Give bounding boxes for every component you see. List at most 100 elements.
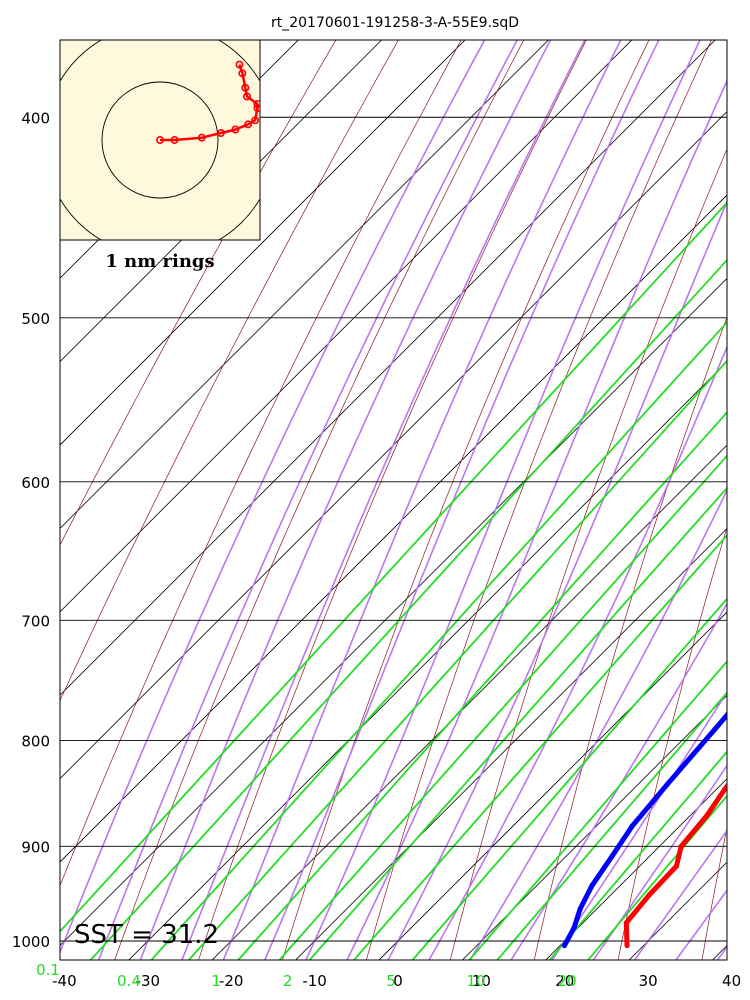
temperature-tick-label: -20 <box>219 972 244 990</box>
sst-annotation: SST = 31.2 <box>74 920 219 950</box>
pressure-tick-label: 500 <box>21 310 50 328</box>
mixing-ratio-tick-label: 2 <box>283 972 293 990</box>
profile-point <box>704 813 710 819</box>
dry-adiabat-line <box>198 40 587 960</box>
mixing-ratio-line <box>150 320 727 960</box>
moist-adiabat-line <box>181 40 586 960</box>
moist-adiabat-line <box>469 488 727 960</box>
moist-adiabat-line <box>60 40 486 955</box>
moist-adiabat-line <box>222 40 622 960</box>
dry-adiabat-line <box>449 148 727 960</box>
moist-adiabat-line <box>510 602 727 960</box>
isotherm-line <box>211 444 727 960</box>
mixing-ratio-line <box>468 660 727 960</box>
hodograph-point <box>253 104 260 113</box>
hodograph-point <box>241 83 250 92</box>
moist-adiabat-line <box>263 40 660 960</box>
hodograph-point <box>244 120 253 129</box>
dry-adiabat-line <box>366 40 712 960</box>
mixing-ratio-tick-label: 0.1 <box>36 961 60 979</box>
isotherm-line <box>128 361 727 960</box>
hodograph-point <box>243 92 252 101</box>
mixing-ratio-tick-label: 0.4 <box>117 972 141 990</box>
profile-1 <box>561 692 747 949</box>
pressure-tick-label: 400 <box>21 109 50 127</box>
temperature-tick-label: 0 <box>393 972 403 990</box>
profile-point <box>624 942 630 949</box>
moist-adiabat-line <box>387 199 727 960</box>
mixing-ratio-tick-label: 1 <box>211 972 221 990</box>
mixing-ratio-line <box>586 794 727 960</box>
pressure-tick-label: 800 <box>21 732 50 750</box>
profile-point <box>678 843 684 849</box>
moist-adiabat-line <box>592 764 727 960</box>
dry-adiabat-line <box>533 316 727 960</box>
moist-adiabat-line <box>346 78 727 960</box>
moist-adiabat-line <box>633 829 727 960</box>
mixing-ratio-line <box>89 258 727 960</box>
mixing-ratio-line <box>352 534 727 960</box>
hodograph-point <box>253 100 260 109</box>
dry-adiabat-line <box>60 40 462 887</box>
profile-point <box>629 823 635 829</box>
dry-adiabat-line <box>282 40 650 960</box>
temperature-tick-label: 30 <box>639 972 658 990</box>
temperature-tick-label: -10 <box>302 972 327 990</box>
plot-frame <box>59 39 728 961</box>
pressure-tick-label: 900 <box>21 838 50 856</box>
profile-point <box>742 692 747 697</box>
temperature-tick-label: 10 <box>472 972 491 990</box>
hodograph-label: 1 nm rings <box>105 251 214 272</box>
hodograph-point <box>216 129 225 138</box>
hodograph-point <box>197 133 206 142</box>
profile-point <box>589 882 595 888</box>
profile-point <box>571 924 577 931</box>
profile-0 <box>623 782 727 949</box>
mixing-ratio-tick-label: 20 <box>558 972 577 990</box>
moist-adiabat-line <box>305 40 701 960</box>
mixing-ratio-line <box>237 411 727 960</box>
profiles <box>561 692 747 949</box>
profile-point <box>609 853 615 859</box>
profile-point <box>561 942 568 949</box>
moist-adiabat-line <box>428 344 727 960</box>
profile-line <box>623 782 727 946</box>
mixing-ratio-line <box>278 454 727 960</box>
pressure-axis: 1002003004005006007008009001000 <box>12 109 50 951</box>
profile-point <box>577 906 583 912</box>
mixing-ratio-tick-label: 10 <box>466 972 485 990</box>
temperature-tick-label: 40 <box>722 972 741 990</box>
hodograph-point <box>170 136 179 145</box>
profile-point <box>623 920 629 926</box>
dry-adiabat-line <box>701 826 727 960</box>
chart-title: rt_20170601-191258-3-A-55E9.sqD <box>271 15 519 31</box>
profile-point <box>721 786 727 793</box>
hodograph-point <box>238 69 247 78</box>
hodograph-point <box>156 136 165 145</box>
mixing-ratio-line <box>308 486 727 960</box>
temperature-tick-label: 20 <box>555 972 574 990</box>
hodograph-point <box>251 116 260 125</box>
hodograph-point <box>231 125 240 134</box>
pressure-tick-label: 1000 <box>12 933 50 951</box>
mixing-ratio-line <box>187 359 727 960</box>
mixing-ratio-axis: 0.1 0.4 1 2 5 10 20 <box>36 961 577 990</box>
moist-adiabat-line <box>551 690 727 960</box>
profile-point <box>646 892 652 898</box>
mixing-ratio-line <box>548 750 727 960</box>
dry-adiabat-line <box>114 40 525 960</box>
profile-point <box>664 781 670 787</box>
profile-point <box>712 726 718 732</box>
pressure-tick-label: 600 <box>21 474 50 492</box>
hodograph <box>59 39 261 241</box>
mixing-ratio-tick-label: 5 <box>386 972 396 990</box>
